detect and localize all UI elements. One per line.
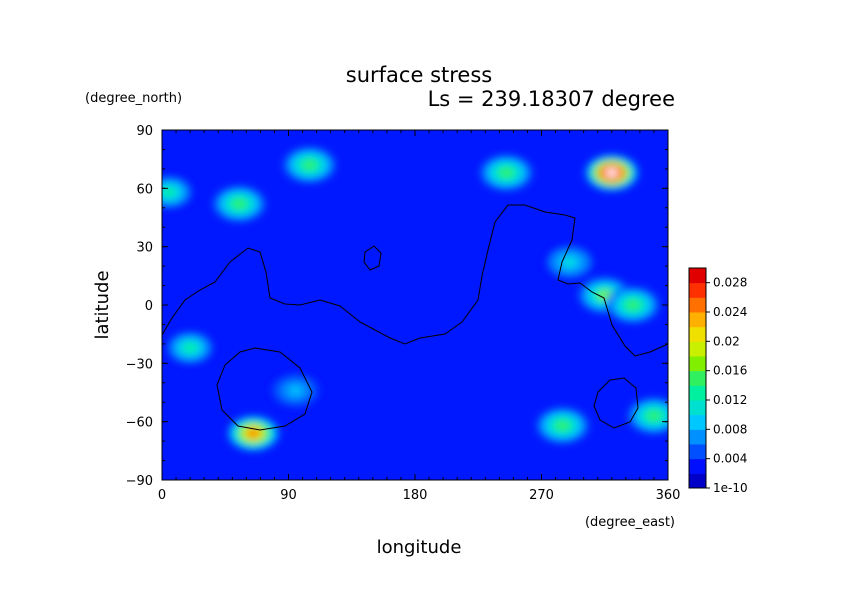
heat-blob xyxy=(563,258,576,267)
colorbar-label: 0.024 xyxy=(713,305,747,319)
colorbar-segment xyxy=(689,370,706,386)
contour-line xyxy=(593,377,639,429)
colorbar-segment xyxy=(689,429,706,445)
contour-line xyxy=(216,347,313,431)
colorbar-segment xyxy=(689,414,706,430)
topography-contours xyxy=(162,204,668,431)
heat-blob xyxy=(233,199,245,209)
colorbar-segment xyxy=(689,458,706,474)
colorbar-label: 0.012 xyxy=(713,393,747,407)
heat-blob xyxy=(163,188,175,197)
colorbar-segment xyxy=(689,341,706,357)
x-tick-label: 180 xyxy=(403,488,428,503)
contour-line xyxy=(162,204,668,357)
colorbar-label: 1e-10 xyxy=(713,481,748,495)
y-tick-label: −90 xyxy=(126,474,153,489)
colorbar-label: 0.004 xyxy=(713,452,747,466)
colorbar-segment xyxy=(689,297,706,313)
colorbar-segment xyxy=(689,473,706,489)
colorbar-segment xyxy=(689,444,706,460)
heatmap-field xyxy=(162,146,668,452)
heat-blob xyxy=(303,160,316,170)
y-tick-label: −60 xyxy=(126,416,153,431)
colorbar-segment xyxy=(689,356,706,372)
heat-blob xyxy=(627,300,639,310)
heat-blob xyxy=(648,411,660,421)
chart-subtitle: Ls = 239.18307 degree xyxy=(428,87,675,111)
y-axis-title: latitude xyxy=(92,270,113,339)
heat-blob xyxy=(289,386,302,395)
x-tick-label: 0 xyxy=(158,488,166,503)
heat-blob xyxy=(184,343,196,352)
heat-blob xyxy=(500,168,512,177)
y-tick-label: 60 xyxy=(136,182,153,197)
colorbar: 0.028 0.024 0.02 0.016 0.012 0.008 0.004 1e-10 xyxy=(688,267,748,495)
colorbar-segment xyxy=(689,385,706,401)
colorbar-segment xyxy=(689,268,706,284)
contour-line xyxy=(363,245,382,271)
colorbar-label: 0.008 xyxy=(713,422,747,436)
colorbar-segment xyxy=(689,326,706,342)
colorbar-segment xyxy=(689,312,706,328)
colorbar-label: 0.028 xyxy=(713,276,747,290)
chart-title: surface stress xyxy=(346,63,492,87)
heat-blob xyxy=(556,421,569,430)
colorbar-label: 0.02 xyxy=(713,334,740,348)
x-tick-label: 90 xyxy=(280,488,297,503)
y-tick-label: −30 xyxy=(126,357,153,372)
colorbar-frame xyxy=(688,267,707,489)
colorbar-label: 0.016 xyxy=(713,364,747,378)
axes: 0 90 180 270 360 90 60 30 0 −30 −60 −90 xyxy=(126,124,681,503)
heat-blob xyxy=(247,429,259,438)
x-axis-title: longitude xyxy=(377,537,462,558)
x-unit-label: (degree_east) xyxy=(585,515,675,530)
colorbar-segment xyxy=(689,400,706,416)
x-tick-label: 360 xyxy=(656,488,681,503)
heat-blob xyxy=(606,168,618,177)
colorbar-segment xyxy=(689,282,706,298)
y-tick-label: 30 xyxy=(136,241,153,256)
y-tick-label: 90 xyxy=(136,124,153,139)
y-unit-label: (degree_north) xyxy=(85,91,182,106)
y-tick-label: 0 xyxy=(145,299,153,314)
x-tick-label: 270 xyxy=(529,488,554,503)
